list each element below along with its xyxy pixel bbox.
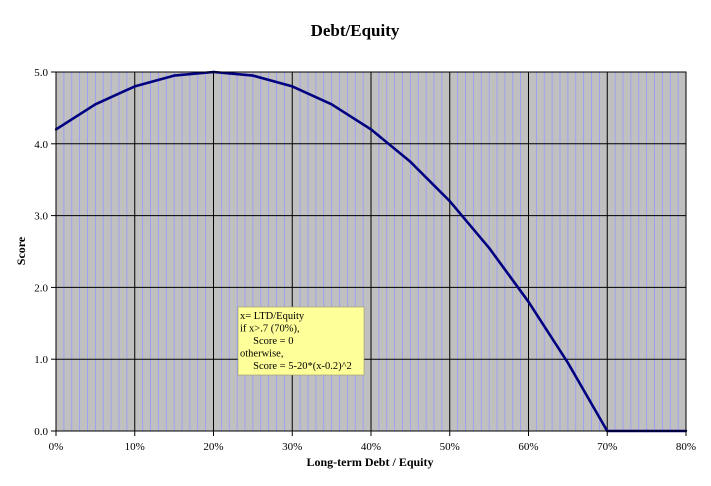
formula-note-line: Score = 0 (240, 336, 293, 347)
y-axis-title: Score (14, 236, 28, 265)
formula-note-box (237, 306, 365, 376)
data-point (94, 103, 97, 106)
data-point (330, 103, 333, 106)
data-point (291, 85, 294, 88)
x-tick-label: 70% (597, 441, 617, 453)
formula-note: x= LTD/Equity if x>.7 (70%), Score = 0 oth… (237, 306, 365, 376)
y-tick-label: 3.0 (34, 211, 48, 223)
y-tick-label: 5.0 (34, 67, 48, 79)
x-tick-label: 40% (361, 441, 381, 453)
x-tick-label: 30% (282, 441, 302, 453)
data-point (133, 85, 136, 88)
x-tick-label: 10% (125, 441, 145, 453)
y-tick-label: 4.0 (34, 139, 48, 151)
y-tick-label: 1.0 (34, 354, 48, 366)
data-point (369, 128, 373, 131)
chart-title: Debt/Equity (311, 21, 400, 40)
formula-note-line: otherwise, (240, 349, 283, 360)
data-point (172, 74, 176, 77)
x-tick-label: 50% (440, 441, 460, 453)
x-tick-label: 60% (518, 441, 538, 453)
y-tick-label: 0.0 (34, 426, 48, 438)
y-tick-label: 2.0 (34, 282, 48, 294)
data-point (527, 300, 530, 303)
data-point (409, 160, 412, 163)
data-point (566, 361, 570, 364)
x-tick-label: 80% (676, 441, 696, 453)
x-tick-label: 0% (49, 441, 64, 453)
formula-note-line: Score = 5-20*(x-0.2)^2 (240, 361, 352, 372)
data-point (448, 200, 451, 203)
data-point (251, 74, 255, 77)
formula-note-line: if x>.7 (70%), (240, 324, 300, 335)
x-tick-label: 20% (203, 441, 223, 453)
x-axis-title: Long-term Debt / Equity (307, 455, 434, 469)
formula-note-line: x= LTD/Equity (240, 311, 305, 322)
data-point (487, 246, 491, 250)
